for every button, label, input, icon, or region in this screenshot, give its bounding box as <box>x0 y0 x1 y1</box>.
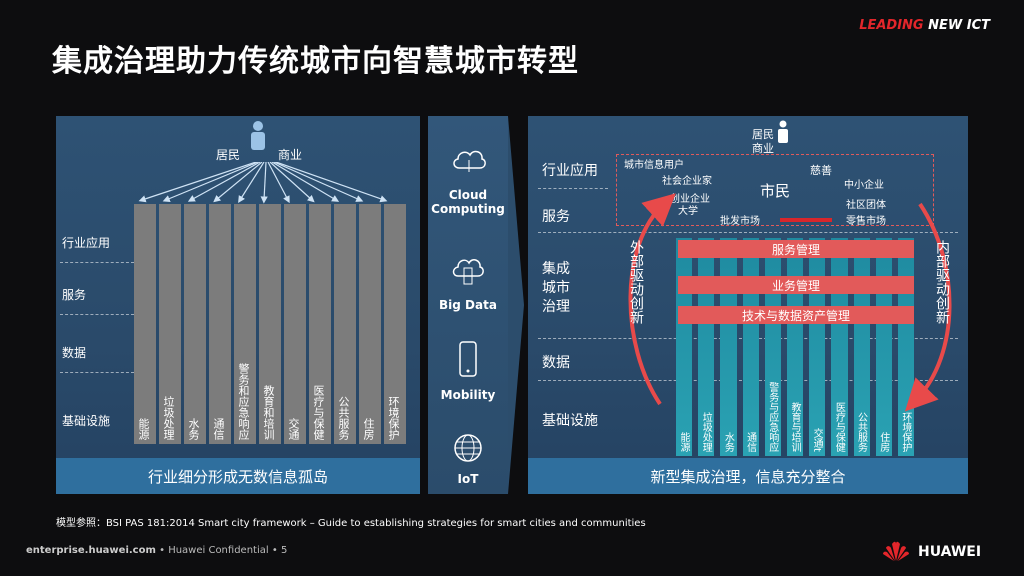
citizen: 市民 <box>760 182 791 200</box>
right-panel: 居民 商业 城市信息用户 社会企业家 慈善 市民 中小企业 创业企业 大学 社区… <box>528 116 968 494</box>
silo-column: 公共服务 <box>334 204 356 444</box>
footer-left: enterprise.huawei.com • Huawei Confident… <box>26 545 288 556</box>
silo-column: 住房 <box>359 204 381 444</box>
person-icon <box>778 120 788 143</box>
layer-service: 服务 <box>62 288 87 302</box>
tech-panel: Cloud Computing Big Data Mobility IoT <box>428 116 508 494</box>
left-footer: 行业细分形成无数信息孤岛 <box>56 458 420 494</box>
external-innovation: 外部驱动创新 <box>628 240 644 324</box>
charity: 慈善 <box>810 164 832 177</box>
user-resident: 居民 <box>752 128 774 141</box>
mobile-icon <box>459 341 477 377</box>
cloud-label: Cloud Computing <box>431 188 505 216</box>
huawei-logo-icon <box>883 541 909 561</box>
retail-market: 零售市场 <box>846 216 886 227</box>
user-business: 商业 <box>278 148 303 162</box>
silo-column: 垃圾处理 <box>159 204 181 444</box>
wholesale-market: 批发市场 <box>720 216 760 227</box>
divider <box>60 372 134 373</box>
mobility-label: Mobility <box>440 388 496 402</box>
innovation-arrows <box>628 193 952 412</box>
city-users-label: 城市信息用户 <box>624 160 684 171</box>
slide-title: 集成治理助力传统城市向智慧城市转型 <box>52 44 579 79</box>
huawei-wordmark: HUAWEI <box>918 544 982 560</box>
divider <box>538 232 958 233</box>
silo-column: 警务和应急响应 <box>234 204 256 444</box>
silo-column: 能源 <box>134 204 156 444</box>
iot-label: IoT <box>457 472 479 486</box>
internal-innovation: 内部驱动创新 <box>934 240 950 324</box>
right-footer: 新型集成治理，信息充分整合 <box>528 458 968 494</box>
silo-column: 交通 <box>284 204 306 444</box>
left-panel: 居民 商业 行业应用 服务 数据 基础设施 能源 垃圾处理 水务 通信 警务和应… <box>56 116 420 494</box>
database-icon <box>452 259 484 285</box>
user-business: 商业 <box>752 142 774 155</box>
silo-columns: 能源 垃圾处理 水务 通信 警务和应急响应 教育和培训 交通 医疗与保健 公共服… <box>134 204 406 444</box>
sme: 中小企业 <box>844 180 884 191</box>
divider <box>60 262 134 263</box>
silo-column: 通信 <box>209 204 231 444</box>
silo-column: 水务 <box>184 204 206 444</box>
person-icon <box>251 121 265 150</box>
layer-governance: 集成 城市 治理 <box>542 261 570 315</box>
community: 社区团体 <box>846 200 886 211</box>
brand-slogan: LEADING NEW ICT <box>859 18 990 33</box>
divider <box>538 188 608 189</box>
business-mgmt-bar: 业务管理 <box>678 276 914 294</box>
silo-column: 环境保护 <box>384 204 406 444</box>
transition-arrow <box>508 116 524 494</box>
link-bar <box>780 218 832 222</box>
user-resident: 居民 <box>216 148 241 162</box>
layer-app: 行业应用 <box>542 163 598 179</box>
silo-column: 教育和培训 <box>259 204 281 444</box>
bigdata-label: Big Data <box>439 298 497 312</box>
layer-infra: 基础设施 <box>542 413 598 429</box>
divider <box>60 314 134 315</box>
university: 大学 <box>678 206 698 217</box>
social-entrepreneur: 社会企业家 <box>662 176 712 187</box>
startup: 创业企业 <box>670 194 710 205</box>
layer-infra: 基础设施 <box>62 414 111 428</box>
demand-arrows <box>138 162 388 204</box>
layer-data: 数据 <box>542 355 570 371</box>
service-mgmt-bar: 服务管理 <box>678 240 914 258</box>
reference-note: 模型参照：BSI PAS 181:2014 Smart city framewo… <box>56 518 646 529</box>
globe-icon <box>454 434 482 462</box>
tech-data-mgmt-bar: 技术与数据资产管理 <box>678 306 914 324</box>
layer-data: 数据 <box>62 346 87 360</box>
cloud-icon <box>453 150 486 172</box>
city-user-box <box>616 154 934 226</box>
silo-column: 医疗与保健 <box>309 204 331 444</box>
layer-service: 服务 <box>542 209 570 225</box>
layer-app: 行业应用 <box>62 236 111 250</box>
